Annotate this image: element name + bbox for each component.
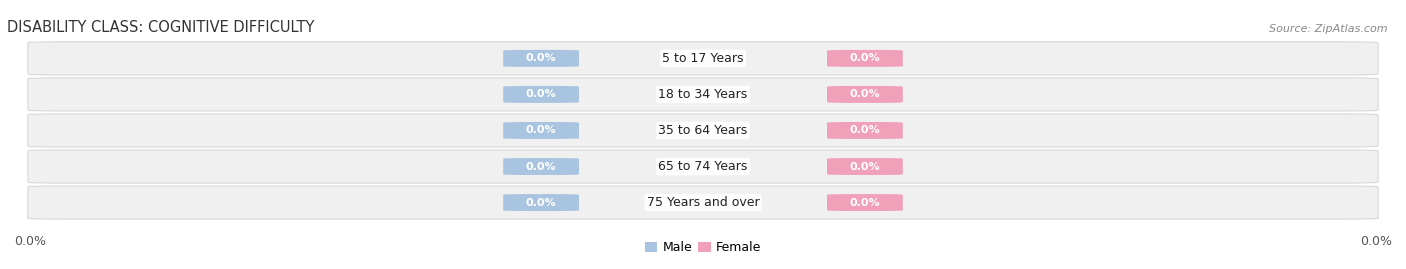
FancyBboxPatch shape: [827, 86, 903, 103]
FancyBboxPatch shape: [827, 194, 903, 211]
FancyBboxPatch shape: [28, 78, 1378, 111]
Text: 75 Years and over: 75 Years and over: [647, 196, 759, 209]
Text: 35 to 64 Years: 35 to 64 Years: [658, 124, 748, 137]
FancyBboxPatch shape: [28, 114, 1378, 147]
FancyBboxPatch shape: [503, 86, 579, 103]
Text: 0.0%: 0.0%: [526, 53, 557, 63]
Text: 0.0%: 0.0%: [849, 197, 880, 208]
Text: 0.0%: 0.0%: [526, 89, 557, 100]
Text: Source: ZipAtlas.com: Source: ZipAtlas.com: [1270, 24, 1388, 34]
Text: 0.0%: 0.0%: [1360, 235, 1392, 248]
FancyBboxPatch shape: [827, 122, 903, 139]
FancyBboxPatch shape: [503, 50, 579, 67]
Text: 0.0%: 0.0%: [849, 53, 880, 63]
Text: 0.0%: 0.0%: [526, 197, 557, 208]
Legend: Male, Female: Male, Female: [640, 236, 766, 259]
FancyBboxPatch shape: [28, 150, 1378, 183]
Text: 0.0%: 0.0%: [849, 125, 880, 136]
FancyBboxPatch shape: [827, 158, 903, 175]
FancyBboxPatch shape: [827, 50, 903, 67]
Text: 18 to 34 Years: 18 to 34 Years: [658, 88, 748, 101]
Text: 5 to 17 Years: 5 to 17 Years: [662, 52, 744, 65]
Text: 65 to 74 Years: 65 to 74 Years: [658, 160, 748, 173]
Text: 0.0%: 0.0%: [14, 235, 46, 248]
Text: 0.0%: 0.0%: [526, 161, 557, 172]
Text: DISABILITY CLASS: COGNITIVE DIFFICULTY: DISABILITY CLASS: COGNITIVE DIFFICULTY: [7, 20, 315, 35]
FancyBboxPatch shape: [28, 42, 1378, 75]
FancyBboxPatch shape: [503, 194, 579, 211]
Text: 0.0%: 0.0%: [526, 125, 557, 136]
Text: 0.0%: 0.0%: [849, 161, 880, 172]
FancyBboxPatch shape: [503, 158, 579, 175]
Text: 0.0%: 0.0%: [849, 89, 880, 100]
FancyBboxPatch shape: [28, 186, 1378, 219]
FancyBboxPatch shape: [503, 122, 579, 139]
